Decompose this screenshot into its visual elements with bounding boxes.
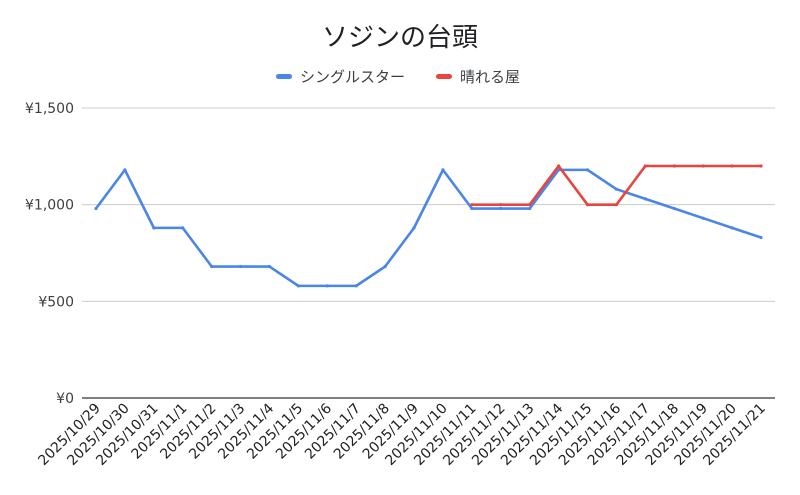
series-line xyxy=(94,168,763,288)
legend: シングルスター 晴れる屋 xyxy=(276,68,520,86)
series-line xyxy=(470,164,763,206)
series-group xyxy=(94,164,763,288)
legend-swatch xyxy=(276,74,292,79)
legend-swatch xyxy=(436,74,452,79)
legend-item: 晴れる屋 xyxy=(436,68,520,86)
y-tick-label: ¥1,500 xyxy=(25,101,74,117)
legend-item: シングルスター xyxy=(276,68,405,86)
y-tick-label: ¥1,000 xyxy=(25,198,74,214)
x-axis-ticks: 2025/10/292025/10/302025/10/312025/11/12… xyxy=(35,400,768,468)
legend-label: 晴れる屋 xyxy=(460,68,520,86)
y-tick-label: ¥0 xyxy=(56,391,74,407)
y-axis-ticks: ¥0 ¥500 ¥1,000 ¥1,500 xyxy=(25,101,74,407)
chart-title: ソジンの台頭 xyxy=(322,23,478,53)
y-tick-label: ¥500 xyxy=(38,294,74,310)
series-1 xyxy=(94,168,763,288)
gridlines xyxy=(82,107,775,302)
series-2 xyxy=(470,164,763,207)
legend-label: シングルスター xyxy=(300,68,405,86)
